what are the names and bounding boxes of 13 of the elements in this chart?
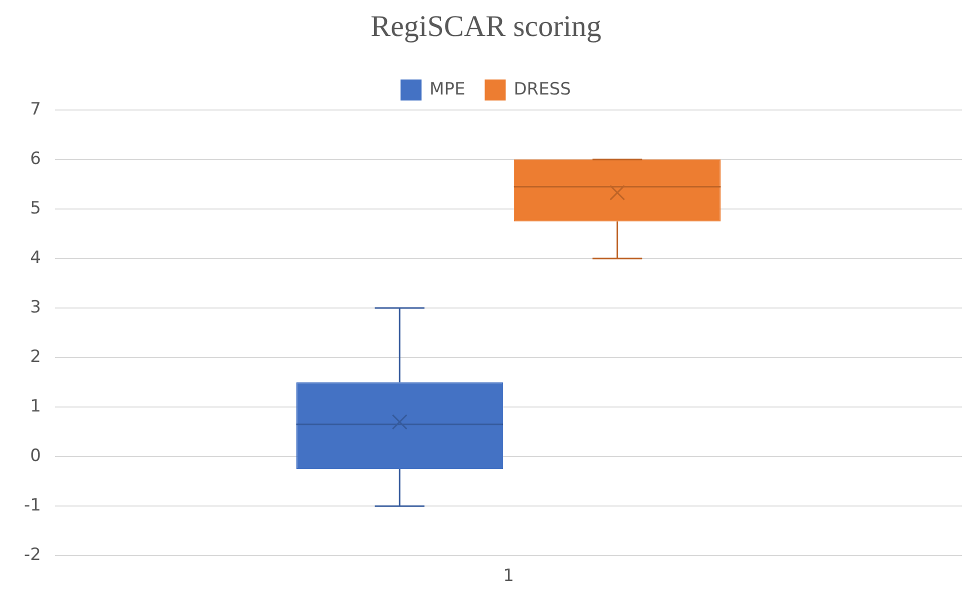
y-tick-label: 0	[30, 446, 41, 466]
y-tick-label: 5	[30, 198, 41, 218]
y-tick-label: 7	[30, 99, 41, 120]
y-tick-label: 6	[30, 148, 41, 169]
legend-label: DRESS	[514, 79, 571, 100]
legend-label: MPE	[430, 79, 466, 100]
y-tick-label: 1	[30, 396, 41, 416]
chart-title: RegiSCAR scoring	[370, 10, 602, 43]
y-tick-label: 2	[30, 346, 41, 367]
y-tick-label: -2	[24, 545, 41, 566]
y-tick-label: -1	[24, 496, 41, 516]
y-tick-label: 3	[30, 297, 41, 318]
y-tick-label: 4	[30, 248, 41, 268]
